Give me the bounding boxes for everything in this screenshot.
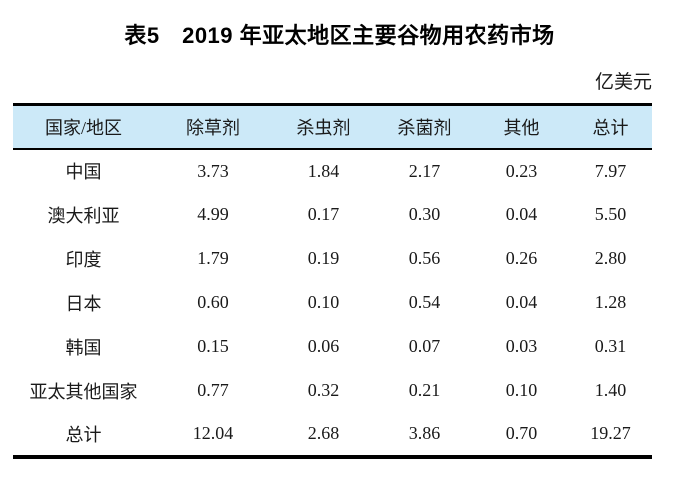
value-cell: 0.31	[594, 336, 627, 356]
value-cell: 1.40	[594, 380, 627, 400]
value-cell: 4.99	[197, 204, 229, 224]
table-row: 亚太其他国家 0.77 0.32 0.21 0.10 1.40	[13, 369, 652, 413]
value-cell: 0.60	[197, 292, 229, 312]
value-cell: 12.04	[192, 423, 234, 443]
value-cell: 0.23	[505, 160, 538, 181]
column-header: 杀虫剂	[296, 117, 351, 138]
region-cell: 亚太其他国家	[29, 381, 138, 402]
value-cell: 2.68	[307, 423, 340, 443]
value-cell: 0.70	[505, 423, 538, 443]
value-cell: 0.10	[505, 380, 538, 400]
table-row: 韩国 0.15 0.06 0.07 0.03 0.31	[13, 325, 652, 369]
value-cell: 0.04	[505, 292, 538, 312]
value-cell: 0.32	[307, 380, 340, 400]
value-cell: 0.77	[197, 380, 229, 400]
value-cell: 1.79	[197, 248, 229, 268]
value-cell: 0.26	[505, 248, 538, 268]
table-row: 中国 3.73 1.84 2.17 0.23 7.97	[13, 149, 652, 193]
region-cell: 澳大利亚	[47, 205, 120, 226]
table-row: 总计 12.04 2.68 3.86 0.70 19.27	[13, 413, 652, 457]
value-cell: 0.19	[307, 248, 340, 268]
value-cell: 0.07	[408, 336, 441, 356]
value-cell: 2.17	[408, 160, 441, 181]
value-cell: 0.30	[408, 204, 441, 224]
value-cell: 0.04	[505, 204, 538, 224]
value-cell: 5.50	[594, 204, 627, 224]
unit-label: 亿美元	[594, 72, 652, 93]
value-cell: 0.17	[307, 204, 340, 224]
region-cell: 总计	[65, 424, 102, 445]
table-row: 澳大利亚 4.99 0.17 0.30 0.04 5.50	[13, 193, 652, 237]
value-cell: 7.97	[594, 160, 627, 181]
pesticide-market-table: 国家/地区 除草剂 杀虫剂 杀菌剂 其他 总计 中国 3.73 1.84 2.17 0.23 7.9…	[13, 103, 652, 459]
value-cell: 0.56	[408, 248, 441, 268]
region-cell: 中国	[65, 162, 102, 182]
column-header: 总计	[592, 117, 629, 138]
table-body: 中国 3.73 1.84 2.17 0.23 7.97 澳大利亚 4.99 0.17 0.30 0.…	[13, 149, 652, 457]
value-cell: 1.28	[594, 292, 627, 312]
value-cell: 1.84	[307, 160, 340, 181]
value-cell: 3.86	[408, 423, 441, 443]
table-caption: 表5 2019 年亚太地区主要谷物用农药市场	[124, 23, 555, 48]
value-cell: 0.10	[307, 292, 340, 312]
column-header: 除草剂	[186, 117, 240, 138]
value-cell: 0.21	[408, 380, 441, 400]
value-cell: 2.80	[594, 248, 627, 268]
value-cell: 0.03	[505, 336, 538, 356]
table-row: 日本 0.60 0.10 0.54 0.04 1.28	[13, 281, 652, 325]
table-row: 印度 1.79 0.19 0.56 0.26 2.80	[13, 237, 652, 281]
region-cell: 日本	[65, 293, 102, 314]
column-header: 杀菌剂	[397, 117, 452, 138]
column-header: 国家/地区	[44, 117, 122, 138]
region-cell: 韩国	[65, 337, 102, 358]
value-cell: 0.54	[408, 292, 441, 312]
value-cell: 3.73	[197, 160, 229, 181]
value-cell: 0.06	[307, 336, 340, 356]
column-header: 其他	[503, 117, 540, 138]
value-cell: 19.27	[590, 423, 631, 443]
value-cell: 0.15	[197, 336, 229, 356]
header-row: 国家/地区 除草剂 杀虫剂 杀菌剂 其他 总计	[13, 104, 652, 149]
region-cell: 印度	[65, 249, 102, 270]
